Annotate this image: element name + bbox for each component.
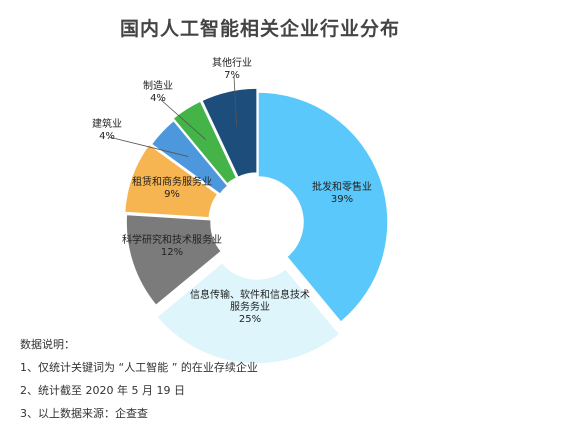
leader-group <box>108 75 238 157</box>
note-item-2: 2、统计截至 2020 年 5 月 19 日 <box>20 384 185 397</box>
slice-6 <box>171 99 238 186</box>
slice-2 <box>155 261 341 365</box>
slice-4 <box>123 143 219 219</box>
slice-5 <box>150 119 229 196</box>
slice-7 <box>200 87 258 179</box>
leader-line-6 <box>159 98 206 140</box>
slice-value-1: 39% <box>331 194 353 205</box>
notes-heading: 数据说明： <box>20 338 75 351</box>
slice-name-5: 建筑业 <box>92 117 122 130</box>
leader-line-5 <box>108 136 189 157</box>
chart-title: 国内人工智能相关企业行业分布 <box>119 18 400 40</box>
slice-group <box>123 87 389 365</box>
slice-name-4: 租赁和商务服务业 <box>132 175 212 188</box>
slice-name-3: 科学研究和技术服务业 <box>122 233 222 246</box>
slice-name-7: 其他行业 <box>212 56 252 69</box>
note-item-1: 1、仅统计关键词为 “人工智能 ” 的在业存续企业 <box>20 361 258 374</box>
data-notes: 数据说明： 1、仅统计关键词为 “人工智能 ” 的在业存续企业 2、统计截至 2… <box>20 336 258 428</box>
slice-1 <box>257 91 389 324</box>
slice-value-7: 7% <box>224 70 240 81</box>
slice-value-5: 4% <box>99 131 115 142</box>
slice-name-2-2: 服务务业 <box>230 300 270 313</box>
slice-name-1: 批发和零售业 <box>312 180 372 193</box>
slice-3 <box>125 213 223 307</box>
slice-name-2-1: 信息传输、软件和信息技术 <box>190 288 310 301</box>
leader-line-7 <box>233 75 238 127</box>
note-item-3: 3、以上数据来源：企查查 <box>20 407 148 420</box>
slice-value-4: 9% <box>164 189 180 200</box>
slice-value-2: 25% <box>239 314 261 325</box>
slice-name-6: 制造业 <box>143 79 173 92</box>
slice-value-3: 12% <box>161 247 183 258</box>
slice-value-6: 4% <box>150 93 166 104</box>
